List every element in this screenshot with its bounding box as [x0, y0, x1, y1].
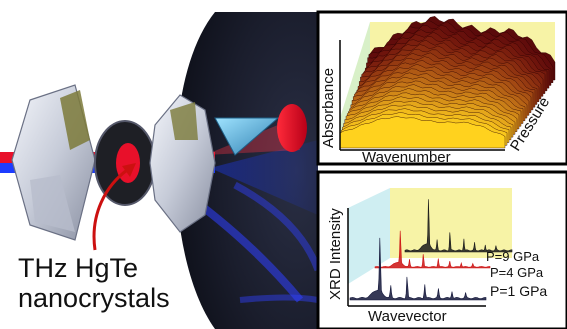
red-spot — [277, 104, 307, 152]
blue-arc-2 — [233, 181, 322, 272]
xrd-series-label-1gpa: P=1 GPa — [490, 283, 547, 299]
diamond-right — [149, 94, 216, 233]
xrd-xlabel: Wavevector — [368, 308, 447, 325]
absorbance-ylabel: Absorbance — [320, 68, 337, 148]
absorbance-surface — [339, 16, 556, 149]
absorbance-xlabel: Wavenumber — [362, 149, 451, 166]
pointer-arrow — [92, 166, 131, 251]
xrd-series-label-9gpa: P=9 GPa — [486, 249, 540, 264]
caption-line-2: nanocrystals — [18, 283, 170, 313]
xrd-patterns — [349, 199, 513, 301]
xrd-panel: XRD Intensity Wavevector P=9 GPa P=4 GPa… — [316, 170, 567, 329]
blue-arc-3 — [239, 294, 319, 303]
absorbance-ridge — [339, 116, 506, 149]
xrd-pattern — [349, 237, 487, 301]
xrd-ylabel: XRD Intensity — [327, 208, 344, 300]
xrd-pattern — [404, 199, 513, 253]
caption-line-1: THz HgTe — [18, 253, 138, 283]
diamond-right-facet — [170, 102, 198, 140]
xrd-pattern — [374, 230, 491, 269]
xrd-back-wall — [390, 188, 512, 258]
pointer-arrowhead — [122, 163, 136, 177]
prism — [214, 117, 280, 156]
illustration: THz HgTe nanocrystals — [0, 12, 322, 329]
diamond-left-facet-2 — [30, 175, 75, 232]
absorbance-panel: Absorbance Wavenumber Pressure — [316, 10, 567, 166]
blue-beam-spread — [210, 140, 318, 215]
diamond-left-facet — [60, 90, 90, 150]
xrd-series-label-4gpa: P=4 GPa — [490, 265, 544, 280]
